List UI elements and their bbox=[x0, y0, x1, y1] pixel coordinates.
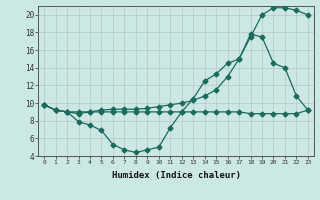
X-axis label: Humidex (Indice chaleur): Humidex (Indice chaleur) bbox=[111, 171, 241, 180]
